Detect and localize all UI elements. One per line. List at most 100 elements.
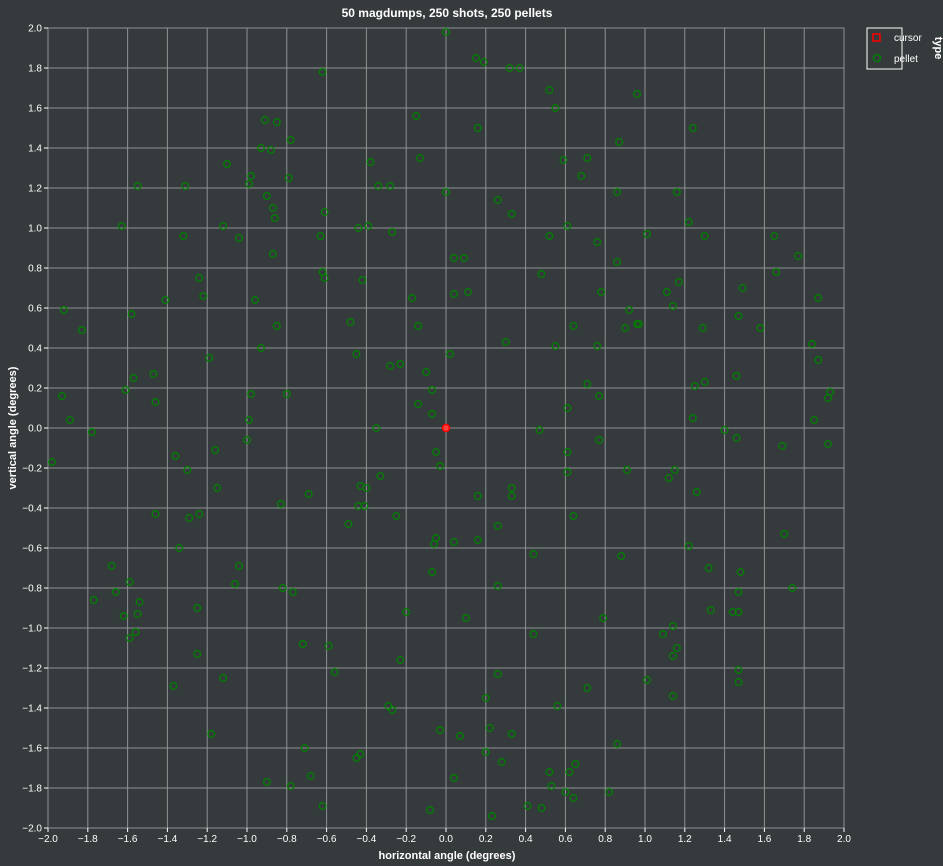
pellet-point [133,182,142,190]
pellet-point [734,312,743,320]
pellet-point [507,210,516,218]
pellet-point [664,474,673,482]
pellet-point [535,426,544,434]
y-tick-label: 1.2 [28,184,42,195]
pellet-point [426,806,435,814]
pellet-point [461,614,470,622]
pellet-point [235,562,243,570]
pellet-point [374,182,383,190]
pellet-point [569,512,578,520]
pellet-point [117,222,126,230]
pellet-point [583,154,592,162]
pellet-point [183,466,192,474]
legend-item-cursor[interactable]: cursor [872,33,922,44]
y-tick-label: 0.0 [28,424,42,435]
pellet-point [571,760,580,768]
pellet-point [121,386,130,394]
pellet-point [402,608,411,616]
pellet-point [668,302,677,310]
pellet-point [569,794,578,802]
pellet-point [346,318,355,326]
pellet-point [318,802,327,810]
pellet-point [316,232,325,240]
pellet-point [318,68,327,76]
pellet-point [734,608,743,616]
x-tick-label: 0.2 [479,834,493,845]
pellet-point [304,490,313,498]
legend: cursor pellet type [866,27,943,70]
pellet-point [131,628,140,636]
pellet-point [48,458,56,466]
pellet-point [459,254,468,262]
cursor-legend-symbol [872,33,881,42]
pellet-point [245,180,253,188]
y-tick-label: 1.8 [28,64,42,75]
pellet-point [412,112,421,120]
pellet-point [772,268,781,276]
y-axis-label: vertical angle (degrees) [7,366,19,489]
pellet-point [688,124,697,132]
pellet-point [824,394,833,402]
pellet-point [247,390,255,398]
pellet-point [135,598,144,606]
pellet-point [698,324,707,332]
legend-label-pellet: pellet [894,54,918,65]
pellet-point [688,414,697,422]
pellet-point [386,362,395,370]
pellet-point [593,342,602,350]
pellet-point [278,584,287,592]
pellet-point [125,578,134,586]
pellet-point [692,488,701,496]
y-tick-label: 1.0 [28,224,42,235]
pellet-point [408,294,417,302]
pellet-point [643,676,651,684]
pellet-point [320,208,329,216]
pellet-point [149,370,158,378]
pellet-point [487,812,496,820]
pellet-point [537,270,546,278]
pellet-point [674,278,683,286]
pellet-point [199,292,208,300]
pellet-point [450,774,458,782]
x-tick-label: −0.6 [317,834,337,845]
x-axis-label: horizontal angle (degrees) [379,850,516,862]
x-tick-label: −1.6 [118,834,138,845]
pellet-point [205,354,214,362]
pellet-point [824,440,833,448]
pellet-point [428,410,437,418]
pellet-point [270,214,279,222]
pellet-point [537,804,546,812]
y-axis-ticks: −2.0 −1.8 −1.6 −1.4 −1.2 −1.0 −0.8 −0.6 −0.4 −0.2… [22,24,48,835]
pellet-point [497,758,506,766]
legend-item-pellet[interactable]: pellet [872,53,919,65]
pellet-point [360,502,369,510]
y-tick-label: −1.6 [22,744,42,755]
pellet-point [635,320,643,328]
y-tick-label: −0.8 [22,584,42,595]
x-tick-label: 1.2 [678,834,692,845]
pellet-point [195,274,204,282]
pellet-point [179,232,188,240]
pellet-point [583,684,592,692]
pellet-point [284,174,293,182]
pellet-point [493,582,502,590]
pellet-point [57,392,66,400]
pellet-point [529,550,538,558]
pellet-point [563,468,572,476]
pellet-point [298,640,307,648]
pellet-point [107,562,116,570]
pellet-point [814,356,823,364]
pellet-point [569,322,578,330]
pellet-point [213,484,222,492]
pellet-point [507,484,516,492]
pellet-point [473,536,482,544]
pellet-point [416,154,425,162]
pellet-point [732,372,741,380]
pellet-point [256,344,265,352]
pellet-point [668,622,677,630]
pellet-point [794,252,803,260]
pellet-point [358,276,367,284]
pellet-point [808,340,817,348]
pellet-point [272,322,281,330]
